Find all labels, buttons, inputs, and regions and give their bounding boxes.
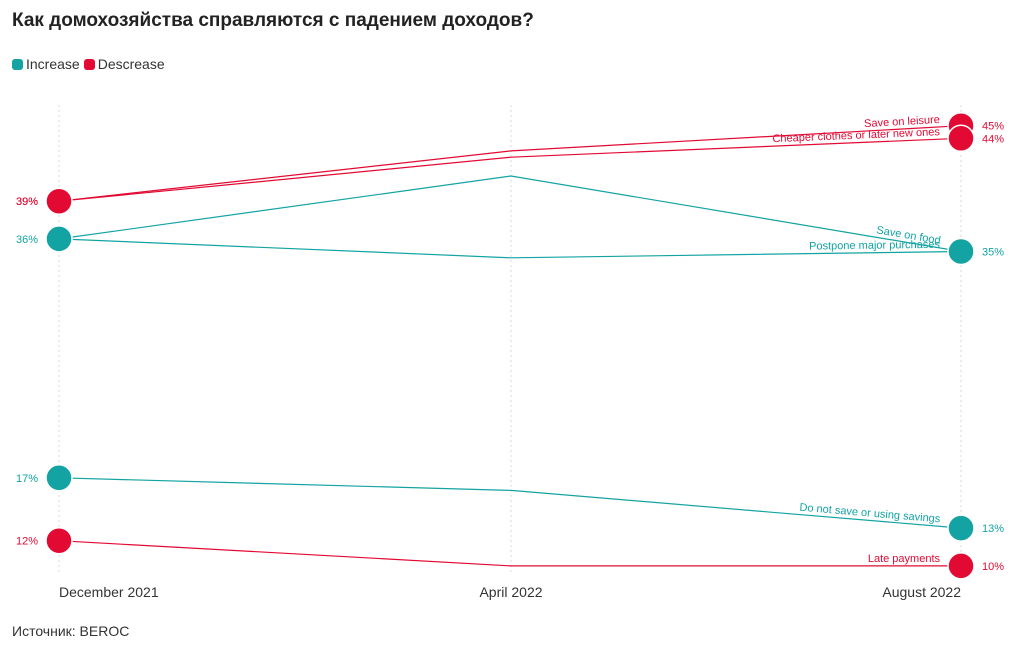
- data-point: [45, 464, 73, 492]
- data-point: [947, 124, 975, 153]
- series-lines: [58, 125, 962, 567]
- data-point: [947, 552, 975, 580]
- grid-lines: [58, 105, 962, 575]
- series-name-label: Postpone major purchases: [809, 239, 941, 253]
- start-value-label: 17%: [16, 473, 38, 485]
- source-note: Источник: BEROC: [12, 623, 130, 639]
- legend-swatch-descrease: [83, 58, 95, 70]
- legend-item-descrease[interactable]: Descrease: [83, 56, 165, 72]
- end-value-label: 44%: [982, 133, 1004, 145]
- series-line: [58, 125, 962, 202]
- end-value-label: 10%: [982, 561, 1004, 573]
- series-line: [58, 175, 962, 253]
- start-value-label: 39%: [16, 196, 38, 208]
- end-value-label: 13%: [982, 523, 1004, 535]
- series-name-label: Save on leisure: [864, 114, 940, 130]
- chart-title: Как домохозяйства справляются с падением…: [12, 10, 534, 31]
- data-point: [45, 526, 73, 555]
- start-value-label: 36%: [16, 234, 38, 246]
- data-point: [45, 225, 73, 253]
- end-value-label: 35%: [982, 247, 1004, 259]
- start-value-label: 12%: [16, 536, 38, 548]
- series-markers: [45, 111, 975, 580]
- series-line: [58, 540, 961, 567]
- series-name-label: Late payments: [868, 553, 941, 565]
- data-point: [947, 514, 975, 542]
- legend-label-descrease: Descrease: [97, 56, 165, 72]
- legend-label-increase: Increase: [26, 56, 80, 72]
- x-tick-label: April 2022: [479, 584, 542, 600]
- end-value-label: 45%: [982, 121, 1004, 133]
- series-name-label: Do not save or using savings: [799, 502, 941, 526]
- series-line: [58, 137, 962, 202]
- data-point: [45, 187, 73, 215]
- series-line: [58, 238, 962, 259]
- legend: Increase Descrease: [12, 56, 169, 72]
- legend-item-increase[interactable]: Increase: [12, 56, 80, 72]
- legend-swatch-increase: [12, 58, 23, 70]
- start-value-label: 39%: [16, 196, 38, 208]
- series-line: [58, 477, 962, 529]
- data-point: [947, 237, 975, 266]
- x-tick-label: August 2022: [882, 584, 961, 600]
- x-axis: December 2021 April 2022 August 2022: [59, 584, 961, 600]
- x-tick-label: December 2021: [59, 584, 159, 600]
